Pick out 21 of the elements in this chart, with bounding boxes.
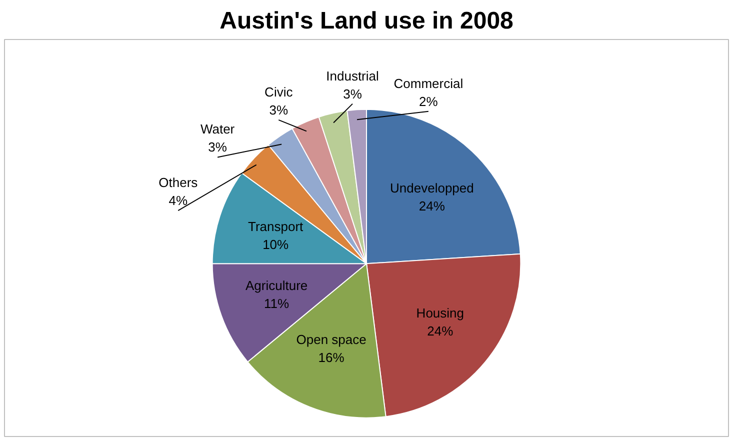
data-label: 2% (419, 94, 438, 109)
slice-label: Open space (296, 332, 366, 348)
slice-label: Agriculture (245, 278, 308, 294)
chart-title: Austin's Land use in 2008 (220, 8, 514, 34)
data-label: 16% (318, 350, 345, 366)
data-label: 10% (262, 236, 290, 252)
slice-label: Transport (248, 218, 304, 234)
slice-label: Commercial (394, 76, 464, 91)
slice-label: Water (200, 122, 236, 137)
slice-label: Industrial (326, 68, 380, 84)
slice-label: Housing (416, 305, 464, 320)
slice-label: Undevelopped (390, 180, 474, 196)
data-label: 11% (264, 296, 290, 312)
data-label: 3% (269, 102, 288, 118)
slice-label: Civic (264, 84, 294, 100)
slice-label: Others (158, 174, 198, 190)
data-label: 3% (343, 86, 362, 102)
data-label: 3% (208, 140, 228, 155)
data-label: 4% (168, 192, 188, 208)
data-label: 24% (427, 323, 454, 338)
data-label: 24% (418, 198, 446, 214)
